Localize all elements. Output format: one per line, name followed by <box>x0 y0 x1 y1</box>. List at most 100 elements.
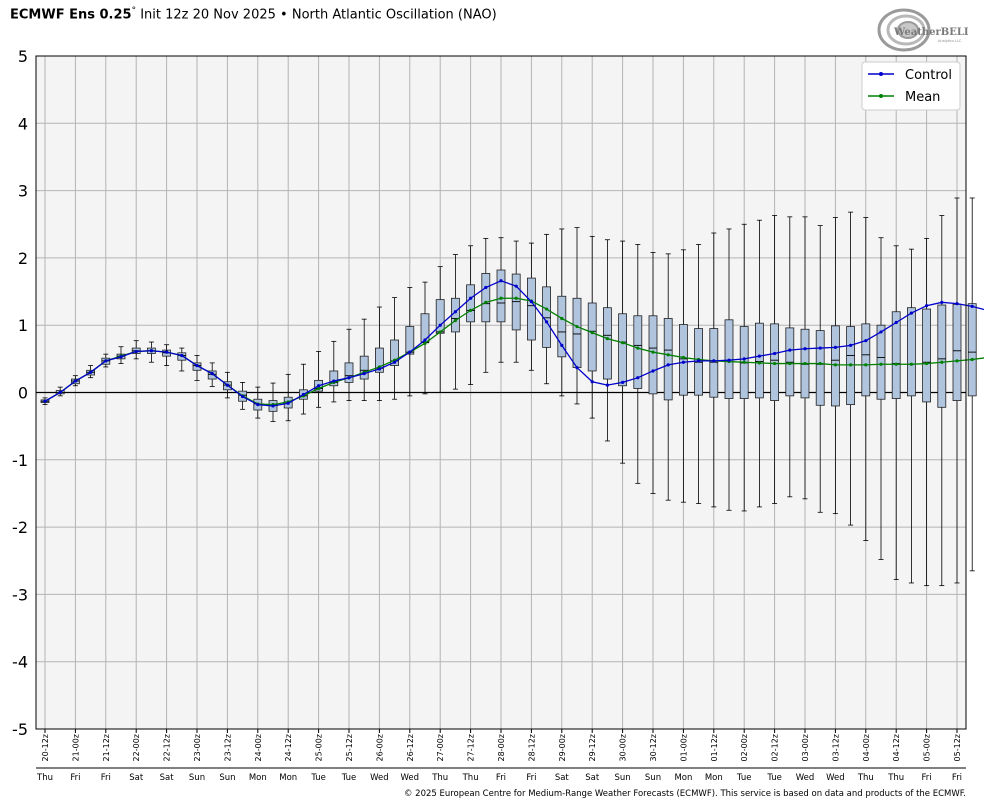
control-point <box>879 330 883 334</box>
legend-control-label: Control <box>905 68 952 83</box>
x-tick-label: 30-12z <box>649 734 658 761</box>
mean-point <box>803 361 807 366</box>
control-point <box>256 403 260 407</box>
x-tick-label: 01-12z <box>710 734 719 761</box>
box-iqr <box>329 370 339 387</box>
ensemble-box <box>603 239 612 442</box>
y-tick-label: 4 <box>18 114 28 133</box>
day-label: Thu <box>857 773 874 783</box>
mean-point <box>970 357 974 362</box>
control-point <box>803 347 807 351</box>
control-point <box>621 380 625 385</box>
ensemble-box <box>937 215 947 587</box>
control-point <box>73 379 77 383</box>
ensemble-box <box>618 240 627 464</box>
mean-point <box>666 353 670 357</box>
degree-symbol: ° <box>131 6 137 16</box>
ensemble-box <box>435 266 445 393</box>
box-iqr <box>633 315 643 389</box>
ensemble-box <box>876 237 886 560</box>
x-tick-label: 22-00z <box>132 734 141 761</box>
x-tick-label: 05-12z <box>953 734 962 761</box>
control-point <box>697 359 701 363</box>
control-point <box>605 383 610 387</box>
control-point <box>590 380 594 384</box>
day-label: Mon <box>705 773 723 783</box>
control-point <box>666 363 670 367</box>
day-label: Sat <box>129 773 144 783</box>
x-tick-label: 24-12z <box>284 734 293 761</box>
title-bullet: • <box>280 7 288 23</box>
box-iqr <box>344 362 354 383</box>
control-point <box>773 351 777 356</box>
ensemble-box <box>861 217 871 541</box>
day-label: Mon <box>674 773 692 783</box>
logo-subtext: Analytics LLC <box>938 39 962 43</box>
ensemble-box <box>785 216 795 498</box>
plot-frame <box>35 55 967 730</box>
mean-point <box>955 359 959 363</box>
ensemble-box <box>359 318 369 401</box>
control-point <box>149 349 153 353</box>
x-tick-label: 04-12z <box>892 734 901 761</box>
control-point <box>681 360 686 364</box>
day-label: Tue <box>310 773 326 783</box>
ensemble-box <box>481 237 491 373</box>
box-iqr <box>815 330 825 406</box>
control-point <box>241 394 245 399</box>
box-iqr <box>663 318 673 401</box>
box-iqr <box>572 297 582 368</box>
mean-point <box>575 324 579 329</box>
weatherbell-logo: WeatherBELL Analytics LLC <box>876 4 971 54</box>
ensemble-box <box>967 197 977 572</box>
day-label: Tue <box>341 773 357 783</box>
x-tick-label: 25-00z <box>315 734 324 761</box>
box-iqr <box>679 324 688 396</box>
box-iqr <box>587 302 597 372</box>
y-tick-label: 2 <box>18 249 28 268</box>
logo-swirl-inner <box>897 21 919 39</box>
control-point <box>119 355 123 359</box>
control-point <box>377 367 381 371</box>
box-iqr <box>967 303 977 397</box>
control-point <box>560 343 564 347</box>
day-label: Sun <box>645 773 661 783</box>
x-tick-label: 02-12z <box>771 734 780 761</box>
control-point <box>970 304 974 308</box>
day-label: Tue <box>766 773 782 783</box>
control-point <box>210 372 214 376</box>
mean-point <box>757 361 762 365</box>
ensemble-box <box>344 328 354 401</box>
box-iqr <box>861 323 871 397</box>
x-tick-label: 29-12z <box>588 734 597 761</box>
box-iqr <box>359 355 369 380</box>
day-label: Thu <box>431 773 448 783</box>
control-point <box>104 359 108 363</box>
box-iqr <box>709 328 719 398</box>
box-iqr <box>922 308 931 403</box>
mean-point <box>940 360 944 364</box>
ensemble-box <box>891 245 901 580</box>
mean-point <box>636 346 640 350</box>
mean-point <box>545 307 549 311</box>
x-tick-label: 23-12z <box>223 734 232 761</box>
control-point <box>864 339 868 343</box>
ensemble-box <box>557 228 567 397</box>
x-tick-label: 27-12z <box>467 734 476 761</box>
index-name: North Atlantic Oscillation (NAO) <box>291 7 497 23</box>
box-iqr <box>527 277 536 341</box>
day-label: Tue <box>736 773 752 783</box>
box-iqr <box>876 324 886 400</box>
box-iqr <box>557 295 567 358</box>
control-point <box>393 360 397 364</box>
control-point <box>301 392 305 397</box>
day-label: Fri <box>101 773 111 783</box>
x-tick-label: 03-12z <box>831 734 840 761</box>
ensemble-box <box>815 225 825 513</box>
control-point <box>362 372 366 376</box>
control-point <box>818 346 822 350</box>
mean-point <box>438 330 442 334</box>
ensemble-box <box>679 249 688 503</box>
day-label: Sat <box>160 773 175 783</box>
